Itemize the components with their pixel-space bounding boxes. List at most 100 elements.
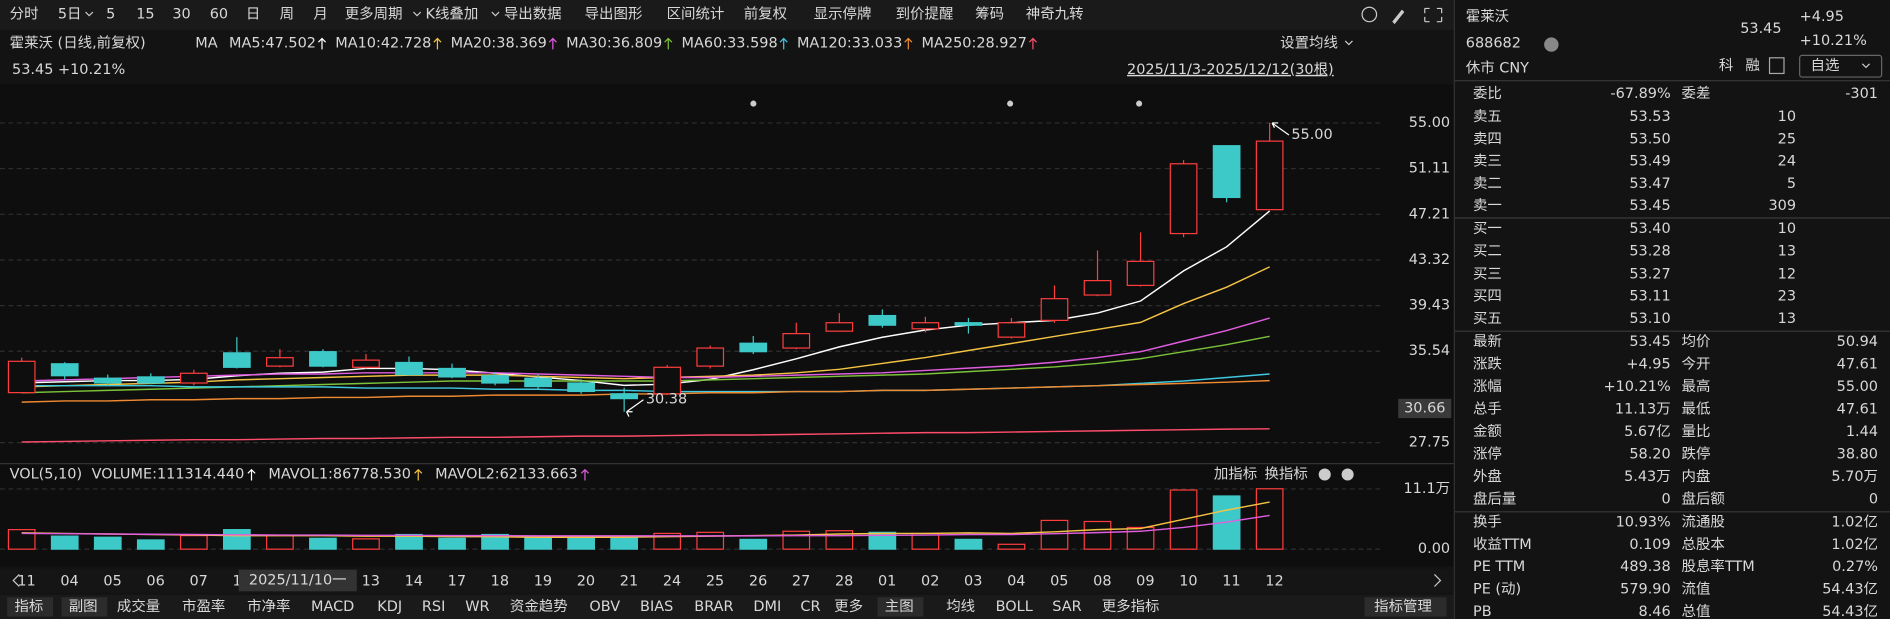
volume-bar (782, 530, 811, 550)
candle-body (136, 376, 165, 384)
ma-settings[interactable]: 设置均线 (1280, 34, 1338, 51)
vol-action[interactable]: 换指标 (1264, 465, 1307, 482)
toolbar-item[interactable]: 分时 (10, 5, 39, 22)
indicator-tab[interactable]: 更多 (834, 598, 863, 615)
indicator-manage[interactable]: 指标管理 (1374, 598, 1432, 615)
book-label: 买二 (1473, 243, 1502, 260)
y-tick-label: 39.43 (1409, 298, 1450, 314)
info-icon[interactable] (1544, 37, 1559, 52)
book-qty: 13 (1778, 244, 1796, 260)
book-label: 卖三 (1473, 152, 1502, 169)
indicator-tab[interactable]: RSI (422, 599, 445, 615)
field-value: 54.43亿 (1822, 581, 1878, 598)
indicator-tab[interactable]: 资金趋势 (510, 598, 568, 615)
tag-icon[interactable] (1768, 57, 1785, 75)
stock-tag: 科 (1719, 57, 1733, 74)
y-tick-label: 43.32 (1409, 252, 1450, 268)
book-price: 53.50 (1629, 132, 1670, 148)
book-label: 买三 (1473, 266, 1502, 283)
volume-bar (7, 529, 36, 550)
toolbar-item[interactable]: 5 (106, 6, 115, 22)
ma-legend: MA120:33.033 (797, 35, 902, 51)
x-tick-label: 08 (1093, 574, 1111, 590)
draw-icon[interactable] (1392, 9, 1405, 25)
toolbar-item[interactable]: K线叠加 (426, 5, 479, 22)
toolbar-item[interactable]: 显示停牌 (814, 5, 872, 22)
indicator-tab[interactable]: OBV (589, 599, 620, 615)
annotation: 55.00 (1291, 127, 1332, 143)
candle-body (911, 322, 940, 330)
annotation-arrow (1271, 122, 1290, 136)
volume-bar (179, 534, 208, 550)
candle-body (610, 393, 639, 400)
field-value: 5.43万 (1624, 469, 1671, 485)
indicator-tab[interactable]: 市盈率 (182, 598, 225, 615)
book-price: 53.28 (1629, 244, 1670, 260)
indicator-tab[interactable]: 市净率 (247, 598, 290, 615)
fullscreen-icon[interactable] (1424, 7, 1443, 23)
toolbar-item[interactable]: 15 (136, 6, 154, 22)
toolbar-item[interactable]: 区间统计 (667, 5, 725, 22)
field-value: 0.109 (1629, 537, 1670, 553)
volume-bar (93, 536, 122, 550)
vol-arrow (247, 468, 256, 481)
toolbar-item[interactable]: 30 (172, 6, 190, 22)
candle-body (309, 351, 337, 367)
toolbar-item[interactable]: 筹码 (975, 5, 1004, 22)
book-qty: 10 (1778, 221, 1796, 237)
toolbar-item[interactable]: 更多周期 (345, 5, 403, 22)
event-marker[interactable] (1007, 100, 1014, 107)
menu-icon[interactable] (1361, 6, 1378, 23)
event-marker[interactable] (750, 100, 757, 107)
vol-legend: MAVOL2:62133.663 (435, 466, 578, 482)
indicator-tab[interactable]: 主图 (885, 598, 914, 615)
vol-settings[interactable] (1318, 468, 1331, 481)
toolbar-item[interactable]: 导出数据 (504, 5, 562, 22)
indicator-tab[interactable]: DMI (753, 599, 781, 615)
vol-action[interactable]: 加指标 (1214, 465, 1257, 482)
candle-body (1255, 140, 1284, 211)
ma-legend: MA20:38.369 (451, 35, 547, 51)
event-marker[interactable] (1136, 100, 1143, 107)
volume-bar (610, 536, 639, 550)
toolbar-item[interactable]: 月 (313, 6, 327, 22)
price-change-pct: +10.21% (1800, 33, 1867, 49)
toolbar-item[interactable]: 5日 (58, 6, 82, 22)
toolbar-item[interactable]: 到价提醒 (896, 5, 954, 22)
indicator-tab[interactable]: CR (800, 599, 820, 615)
indicator-tab[interactable]: WR (465, 599, 489, 615)
toolbar-item[interactable]: 导出图形 (585, 5, 643, 22)
ma-label: MA (195, 35, 217, 51)
candle-body (997, 322, 1026, 338)
indicator-tab[interactable]: 更多指标 (1102, 598, 1160, 615)
indicator-tab[interactable]: BRAR (694, 599, 733, 615)
indicator-tab[interactable]: 成交量 (117, 597, 160, 615)
field-label: PB (1473, 604, 1492, 619)
toolbar-item[interactable]: 日 (246, 6, 260, 22)
field-label: 涨跌 (1473, 356, 1502, 373)
indicator-tab[interactable]: 均线 (946, 598, 975, 615)
watch-label[interactable]: 自选 (1811, 57, 1840, 74)
indicator-tab[interactable]: SAR (1052, 599, 1081, 615)
indicator-tab[interactable]: 副图 (69, 598, 98, 615)
indicator-tab[interactable]: KDJ (377, 599, 402, 615)
indicator-tab[interactable]: BOLL (996, 599, 1033, 615)
candle-body (1169, 163, 1198, 235)
toolbar-item[interactable]: 60 (210, 6, 228, 22)
book-price: 53.49 (1629, 153, 1670, 169)
indicator-tab[interactable]: MACD (311, 599, 354, 615)
scroll-right[interactable] (1433, 574, 1442, 587)
indicator-tab[interactable]: 指标 (14, 598, 43, 615)
ma-line (21, 428, 1270, 443)
field-label: 均价 (1682, 333, 1711, 350)
ma-settings-caret (1344, 40, 1353, 46)
toolbar-item[interactable]: 前复权 (744, 4, 787, 22)
indicator-tab[interactable]: BIAS (640, 599, 673, 615)
toolbar-item[interactable]: 周 (280, 6, 294, 22)
vol-close[interactable] (1341, 468, 1354, 481)
scroll-left[interactable] (12, 574, 20, 587)
candle-body (782, 333, 811, 349)
toolbar-item[interactable]: 神奇九转 (1026, 5, 1084, 22)
watch-button[interactable] (1799, 54, 1883, 78)
field-value: 47.61 (1837, 357, 1878, 373)
